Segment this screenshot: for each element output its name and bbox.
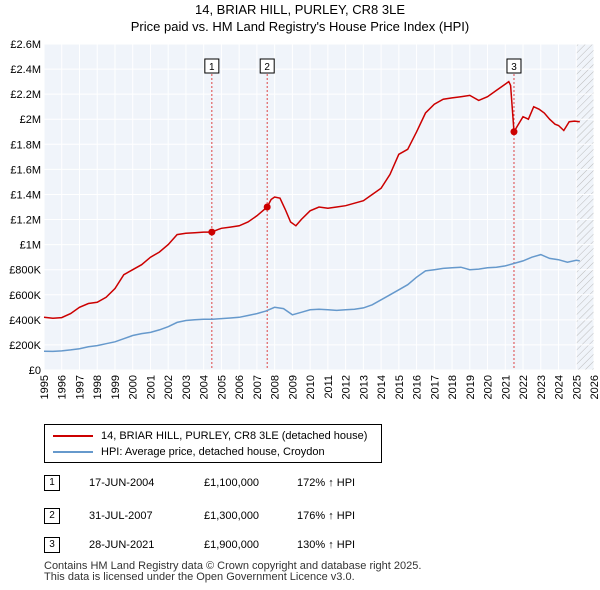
y-tick-label: £1.2M <box>10 215 41 227</box>
y-tick-label: £1.6M <box>10 164 41 176</box>
x-tick-label: 2025 <box>571 375 583 399</box>
x-tick-label: 1995 <box>39 375 51 399</box>
sale-number: 3 <box>44 537 60 553</box>
y-tick-label: £1M <box>20 240 41 252</box>
y-tick-label: £800K <box>9 265 41 277</box>
sale-marker-label: 3 <box>511 62 517 73</box>
x-tick-label: 2016 <box>412 375 424 399</box>
x-tick-label: 2011 <box>323 375 335 399</box>
property-price-line <box>43 80 580 320</box>
sale-hpi: 176% ↑ HPI <box>297 510 356 522</box>
sale-marker-label: 1 <box>209 62 215 73</box>
x-tick-label: 2023 <box>536 375 548 399</box>
x-tick-label: 2001 <box>145 375 157 399</box>
x-tick-label: 2015 <box>394 375 406 399</box>
x-tick-label: 2012 <box>341 375 353 399</box>
y-tick-label: £1.4M <box>10 189 41 201</box>
x-tick-label: 2006 <box>234 375 246 399</box>
legend-swatch-hpi <box>53 451 93 454</box>
legend: 14, BRIAR HILL, PURLEY, CR8 3LE (detache… <box>44 424 382 463</box>
sale-price: £1,900,000 <box>204 539 260 551</box>
x-tick-label: 1999 <box>110 375 122 399</box>
x-tick-label: 2022 <box>518 375 530 399</box>
sale-number: 2 <box>44 508 60 524</box>
y-tick-label: £2.6M <box>10 39 41 51</box>
sale-marker-box <box>204 58 220 74</box>
chart-subtitle: Price paid vs. HM Land Registry's House … <box>130 19 470 34</box>
forecast-region <box>576 44 594 370</box>
sale-price: £1,100,000 <box>204 477 260 489</box>
legend-label-property: 14, BRIAR HILL, PURLEY, CR8 3LE (detache… <box>101 430 368 443</box>
sale-price: £1,300,000 <box>204 510 260 522</box>
sale-date: 17-JUN-2004 <box>89 477 155 489</box>
y-tick-label: £200K <box>9 340 41 352</box>
x-tick-label: 2014 <box>376 375 388 399</box>
y-tick-label: £400K <box>9 315 41 327</box>
x-tick-label: 2009 <box>287 375 299 399</box>
chart-title: 14, BRIAR HILL, PURLEY, CR8 3LE <box>194 2 406 17</box>
legend-item-hpi: HPI: Average price, detached house, Croy… <box>53 445 325 459</box>
x-tick-label: 2018 <box>447 375 459 399</box>
y-tick-label: £2.2M <box>10 89 41 101</box>
x-tick-label: 2020 <box>483 375 495 399</box>
legend-item-property: 14, BRIAR HILL, PURLEY, CR8 3LE (detache… <box>53 429 367 443</box>
x-tick-label: 2004 <box>199 375 211 399</box>
y-tick-label: £1.8M <box>10 139 41 151</box>
y-tick-label: £2M <box>20 114 41 126</box>
x-tick-label: 2021 <box>500 375 512 399</box>
sale-marker-box <box>506 58 522 74</box>
y-tick-label: £600K <box>9 290 41 302</box>
sale-marker-box <box>259 58 275 74</box>
sale-point <box>208 228 216 236</box>
x-tick-label: 2007 <box>252 375 264 399</box>
x-tick-label: 2003 <box>181 375 193 399</box>
x-tick-label: 2010 <box>305 375 317 399</box>
x-tick-label: 2017 <box>429 375 441 399</box>
sale-marker-label: 2 <box>264 62 270 73</box>
legend-swatch-property <box>53 435 93 438</box>
sale-point <box>263 203 271 211</box>
x-tick-label: 2013 <box>358 375 370 399</box>
hpi-line <box>43 253 580 353</box>
legend-label-hpi: HPI: Average price, detached house, Croy… <box>101 446 325 459</box>
sale-hpi: 172% ↑ HPI <box>297 477 356 489</box>
y-tick-label: £2.4M <box>10 64 41 76</box>
x-tick-label: 2000 <box>128 375 140 399</box>
x-tick-label: 2026 <box>589 375 600 399</box>
sale-hpi: 130% ↑ HPI <box>297 539 356 551</box>
x-tick-label: 2019 <box>465 375 477 399</box>
sale-number: 1 <box>44 475 60 491</box>
x-tick-label: 1997 <box>74 375 86 399</box>
x-tick-label: 2002 <box>163 375 175 399</box>
footer-copyright: Contains HM Land Registry data © Crown c… <box>44 560 422 572</box>
x-tick-label: 2005 <box>216 375 228 399</box>
sale-point <box>510 128 518 136</box>
sale-date: 28-JUN-2021 <box>89 539 155 551</box>
x-tick-label: 2024 <box>554 375 566 399</box>
footer-licence: This data is licensed under the Open Gov… <box>44 571 355 583</box>
sale-date: 31-JUL-2007 <box>89 510 153 522</box>
price-chart: £0 £200K £400K £600K £800K £1M £1.2M £1.4M £1.6M… <box>9 39 600 399</box>
x-tick-label: 2008 <box>270 375 282 399</box>
y-tick-label: £0 <box>29 365 41 377</box>
x-tick-label: 1998 <box>92 375 104 399</box>
x-tick-label: 1996 <box>57 375 69 399</box>
